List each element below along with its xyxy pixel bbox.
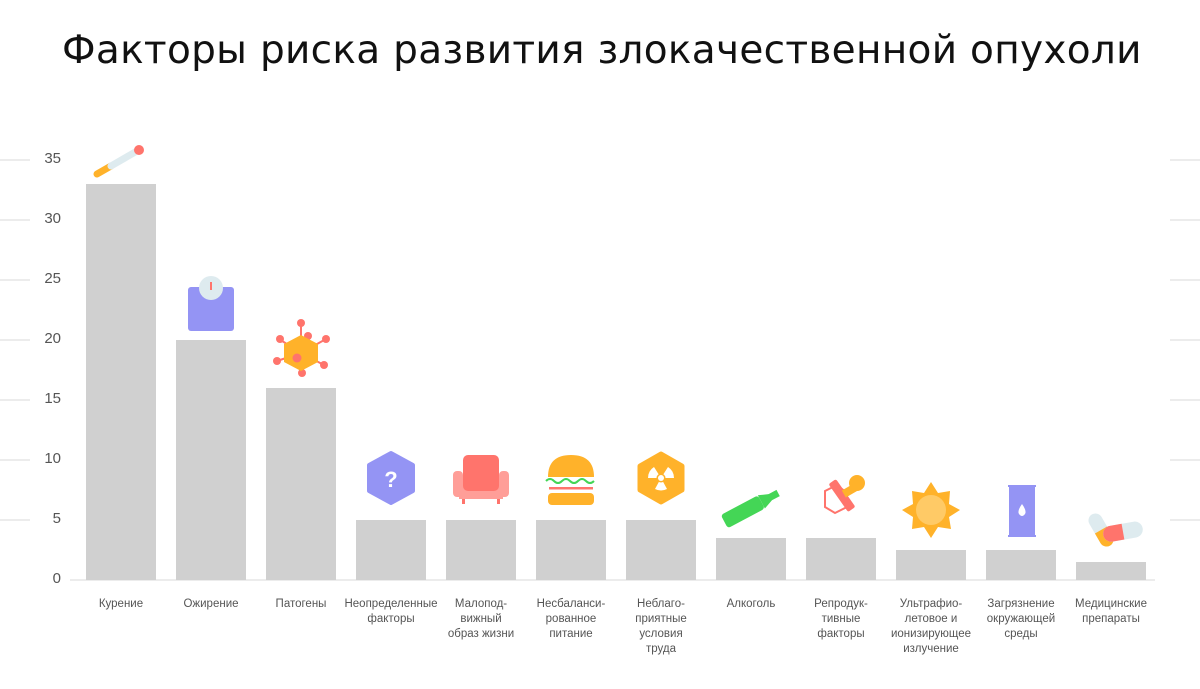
radiation-icon — [621, 445, 701, 515]
cigarette-icon — [81, 124, 161, 194]
bar — [176, 340, 246, 580]
y-tick-label: 30 — [44, 210, 61, 227]
bar — [806, 538, 876, 580]
gridline-right — [1170, 399, 1200, 401]
bar — [266, 388, 336, 580]
question-hexagon-icon: ? — [351, 445, 431, 515]
y-tick-label: 5 — [52, 510, 61, 527]
bar — [626, 520, 696, 580]
x-axis-label: Курение — [98, 598, 144, 610]
svg-text:?: ? — [384, 467, 397, 492]
x-axis-label: Алкоголь — [726, 598, 776, 610]
gridline-right — [1170, 159, 1200, 161]
y-tick-label: 15 — [44, 390, 61, 407]
pills-icon — [1071, 492, 1151, 562]
x-axis-label: Патогены — [275, 598, 327, 610]
gridline-right — [1170, 279, 1200, 281]
y-tick-label: 20 — [44, 330, 61, 347]
x-axis-label: Репродук- тивные факторы — [814, 598, 868, 640]
sun-icon — [891, 478, 971, 548]
pacifier-icon — [801, 463, 881, 533]
x-axis-label: Неблаго- приятные условия труда — [635, 598, 687, 655]
y-tick-label: 25 — [44, 270, 61, 287]
x-axis-label: Медицинские препараты — [1075, 598, 1147, 625]
burger-icon — [531, 445, 611, 515]
gridline-left — [0, 159, 30, 161]
barrel-icon — [981, 478, 1061, 548]
x-axis-label: Ультрафио- летовое и ионизирующее излуче… — [890, 598, 972, 655]
scale-icon — [171, 270, 251, 340]
bar — [86, 184, 156, 580]
armchair-icon — [441, 445, 521, 515]
x-axis-label: Загрязнение окружающей среды — [986, 598, 1056, 640]
gridline-left — [0, 279, 30, 281]
gridline-right — [1170, 459, 1200, 461]
bar — [896, 550, 966, 580]
bar — [716, 538, 786, 580]
chart-title: Факторы риска развития злокачественной о… — [62, 28, 1142, 73]
bar — [536, 520, 606, 580]
gridline-left — [0, 519, 30, 521]
gridline-right — [1170, 219, 1200, 221]
bar — [356, 520, 426, 580]
y-tick-label: 0 — [52, 570, 61, 587]
x-axis-label: Неопределенные факторы — [344, 598, 438, 625]
gridline-right — [1170, 519, 1200, 521]
y-tick-label: 35 — [44, 150, 61, 167]
x-axis-label: Несбаланси- рованное питание — [536, 598, 606, 640]
gridline-right — [1170, 339, 1200, 341]
bar — [986, 550, 1056, 580]
bar — [1076, 562, 1146, 580]
gridline-left — [0, 339, 30, 341]
gridline-left — [0, 399, 30, 401]
x-axis-label: Ожирение — [183, 598, 239, 610]
gridline-left — [0, 219, 30, 221]
virus-icon — [261, 313, 341, 383]
y-tick-label: 10 — [44, 450, 61, 467]
bar — [446, 520, 516, 580]
x-axis-label: Малопод- вижный образ жизни — [447, 598, 515, 640]
gridline-left — [0, 459, 30, 461]
x-axis-baseline — [70, 579, 1155, 581]
bottle-icon — [711, 468, 791, 538]
